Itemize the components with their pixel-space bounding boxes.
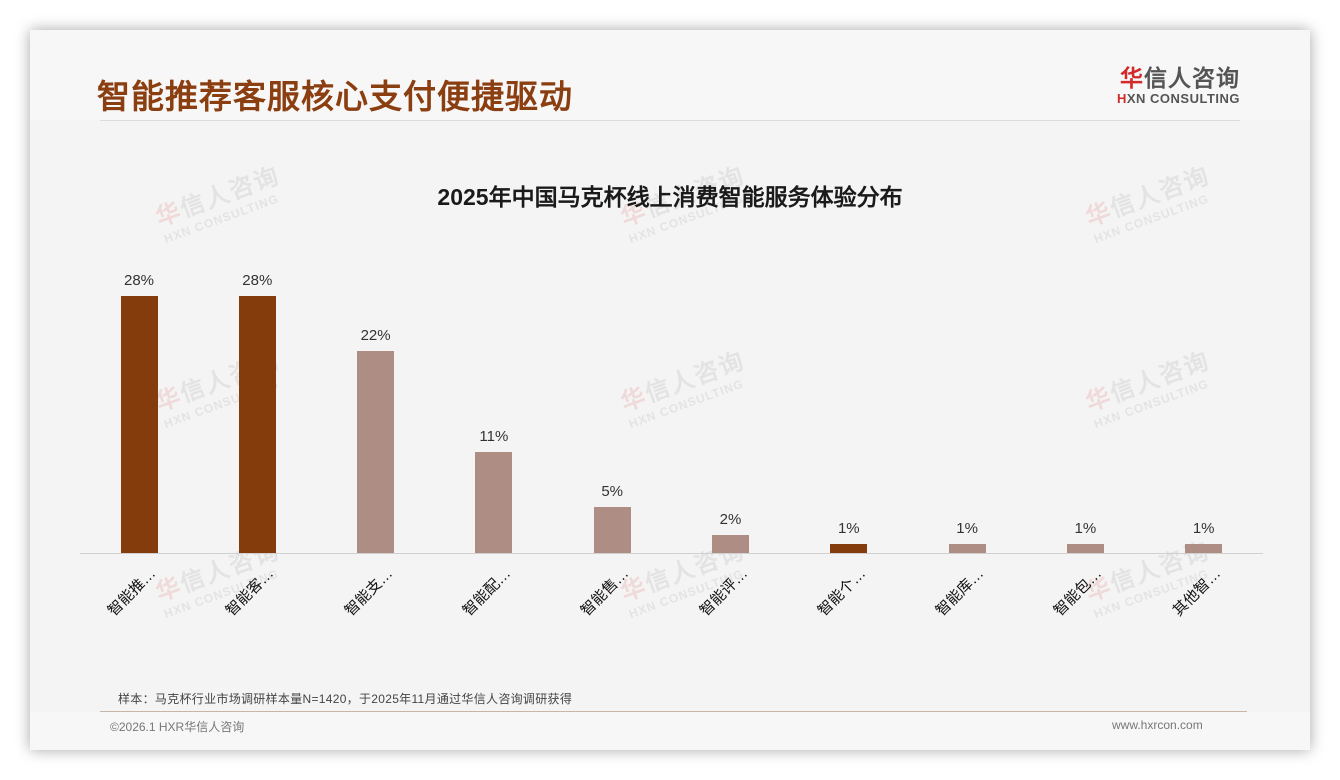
x-axis-label: 智能客… — [222, 565, 278, 620]
footer-divider — [100, 711, 1247, 712]
bar-value-label: 2% — [719, 510, 742, 528]
bar[interactable] — [830, 543, 868, 553]
x-axis-label: 智能推… — [104, 565, 160, 620]
copyright: ©2026.1 HXR华信人咨询 — [110, 720, 245, 734]
bar[interactable] — [712, 534, 749, 553]
x-axis-label: 智能个… — [814, 565, 869, 620]
x-axis-label: 其他智… — [1169, 565, 1224, 620]
sample-note: 样本：马克杯行业市场调研样本量N=1420，于2025年11月通过华信人咨询调研… — [118, 692, 573, 706]
x-axis-label: 智能包… — [1051, 565, 1106, 620]
x-axis-label: 智能配… — [459, 565, 515, 620]
bar[interactable] — [593, 507, 631, 553]
bar-value-label: 1% — [1192, 519, 1215, 537]
watermark: 华信人咨询 HXN CONSULTING — [1082, 347, 1214, 432]
footer-band — [30, 712, 1310, 750]
bar-value-label: 1% — [956, 519, 978, 537]
x-axis-label: 智能评… — [696, 565, 751, 620]
watermark: 华信人咨询 HXN CONSULTING — [617, 347, 749, 432]
bar-value-label: 1% — [837, 519, 860, 537]
x-axis-label: 智能售… — [577, 565, 633, 620]
bar[interactable] — [357, 351, 395, 553]
bar-value-label: 28% — [123, 272, 155, 289]
bar[interactable] — [475, 452, 513, 553]
x-axis-baseline — [80, 553, 1263, 554]
x-axis-label: 智能库… — [932, 565, 988, 620]
website-link[interactable]: www.hxrcon.com — [1112, 718, 1203, 732]
bar-value-label: 1% — [1074, 519, 1097, 537]
logo-english: HXN CONSULTING — [1116, 91, 1240, 106]
x-axis-label: 智能支… — [341, 565, 396, 620]
bar[interactable] — [238, 296, 276, 553]
bar-value-label: 28% — [242, 272, 273, 289]
logo-chinese: 华信人咨询 — [1120, 65, 1240, 91]
chart-title: 2025年中国马克杯线上消费智能服务体验分布 — [437, 184, 903, 210]
header-divider — [100, 120, 1240, 121]
bar-value-label: 22% — [360, 327, 391, 345]
bar[interactable] — [1066, 543, 1104, 553]
bar[interactable] — [1185, 543, 1223, 553]
bar[interactable] — [948, 543, 986, 553]
header-band — [30, 30, 1310, 120]
company-logo: 华信人咨询 HXN CONSULTING — [1110, 65, 1240, 107]
page-title: 智能推荐客服核心支付便捷驱动 — [97, 78, 573, 115]
bar-value-label: 5% — [601, 483, 624, 501]
bar[interactable] — [120, 296, 158, 553]
bar-value-label: 11% — [479, 428, 509, 446]
slide-card: 智能推荐客服核心支付便捷驱动 华信人咨询 HXN CONSULTING 华信人咨… — [30, 30, 1310, 750]
